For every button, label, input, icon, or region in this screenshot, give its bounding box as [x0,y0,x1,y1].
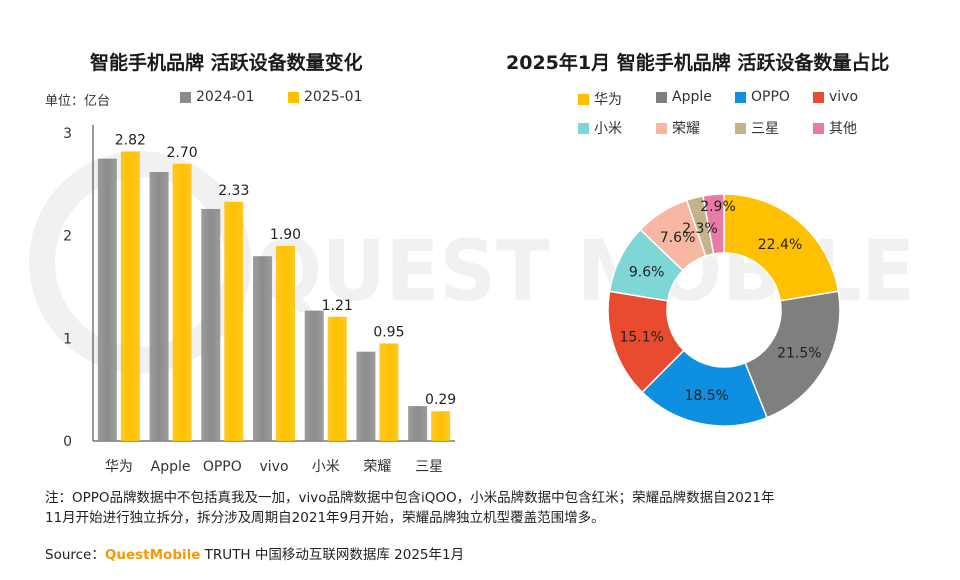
source-prefix: Source： [45,547,105,563]
legend-swatch [735,91,746,103]
slice-label: 2.3% [682,221,718,237]
slice-oppo [641,349,769,427]
legend-label: OPPO [751,89,790,105]
slice-item-7 [702,193,725,255]
legend-swatch [656,122,667,134]
bar-chart-title: 智能手机品牌 活跃设备数量变化 [90,52,363,74]
legend-swatch [578,122,589,134]
legend-swatch [813,91,824,103]
slice-apple [744,290,841,419]
legend-item-item-4: 小米 [578,118,622,138]
data-label: 1.90 [270,227,301,243]
bar-2025-01-item-6 [431,411,451,441]
slice-label: 2.9% [700,199,736,215]
slice-label: 21.5% [777,346,821,362]
legend-item-item-0: 华为 [578,89,622,109]
slice-label: 15.1% [619,330,663,346]
x-tick-label: 小米 [312,459,340,475]
legend-swatch [735,122,746,134]
x-tick-label: 华为 [105,459,133,475]
x-tick-label: vivo [259,459,288,475]
slice-label: 22.4% [758,237,802,253]
bar-2024-01-item-6 [408,406,428,441]
legend-item-2024-01: 2024-01 [180,89,255,105]
legend-item-2025-01: 2025-01 [288,89,363,105]
y-tick-label: 1 [63,331,72,347]
bar-2024-01-item-5 [356,351,376,441]
footnote-line-1: 注：OPPO品牌数据中不包括真我及一加，vivo品牌数据中包含iQOO，小米品牌… [45,490,775,506]
legend-label: 2025-01 [304,89,363,105]
data-label: 0.29 [425,392,456,408]
legend-swatch [578,93,589,105]
bar-2025-01-apple [172,163,192,442]
legend-label: 华为 [594,92,622,108]
legend-swatch [656,91,667,103]
legend-item-item-5: 荣耀 [656,118,700,138]
source-suffix: TRUTH 中国移动互联网数据库 2025年1月 [200,547,465,563]
bar-2024-01-item-0 [97,158,117,441]
x-tick-label: 三星 [415,459,443,475]
bar-2025-01-item-0 [120,151,140,442]
data-label: 0.95 [373,324,404,340]
slice-label: 9.6% [629,264,665,280]
bar-2025-01-oppo [224,201,244,441]
y-tick-label: 3 [63,126,72,142]
bar-2025-01-item-4 [327,316,347,441]
x-tick-label: 荣耀 [363,459,391,475]
slice-item-0 [723,193,840,302]
donut-chart-title: 2025年1月 智能手机品牌 活跃设备数量占比 [506,52,890,74]
legend-label: 三星 [751,121,779,137]
legend-item-vivo: vivo [813,89,858,105]
footnote-line-2: 11月开始进行独立拆分，拆分涉及周期自2021年9月开始，荣耀品牌独立机型覆盖范… [45,510,605,526]
x-tick-label: OPPO [203,459,242,475]
legend-item-apple: Apple [656,89,712,105]
bar-2025-01-item-5 [379,343,399,441]
y-tick-label: 0 [63,434,72,450]
data-label: 2.70 [166,145,197,161]
y-tick-label: 2 [63,229,72,245]
bar-2025-01-vivo [276,245,295,441]
data-label: 2.33 [218,183,249,199]
data-label: 2.82 [115,132,146,148]
legend-label: 2024-01 [196,89,255,105]
legend-label: 其他 [829,121,857,137]
source-line: Source：QuestMobile TRUTH 中国移动互联网数据库 2025… [45,543,464,563]
legend-swatch [180,91,191,103]
bar-2024-01-item-4 [304,310,324,441]
legend-label: 荣耀 [672,121,700,137]
bar-chart: 0 1 2 3 2.82 华为 2.70 Apple 2.33 OPPO 1.90 vivo 1.21 小… [63,125,456,475]
bar-2024-01-oppo [201,208,221,441]
legend-label: Apple [672,89,712,105]
x-tick-label: Apple [151,459,191,475]
unit-label: 单位：亿台 [45,94,111,109]
source-brand: QuestMobile [104,547,201,563]
bar-2024-01-vivo [253,256,272,441]
legend-label: vivo [829,89,859,105]
legend-swatch [288,91,299,103]
legend-item-oppo: OPPO [735,89,790,105]
legend-label: 小米 [594,121,622,137]
slice-label: 7.6% [660,230,696,246]
slice-label: 18.5% [684,388,728,404]
bar-2024-01-apple [149,172,169,441]
data-label: 1.21 [322,298,353,314]
legend-item-item-6: 三星 [735,118,779,138]
legend-item-item-7: 其他 [813,118,857,138]
legend-swatch [813,122,824,134]
